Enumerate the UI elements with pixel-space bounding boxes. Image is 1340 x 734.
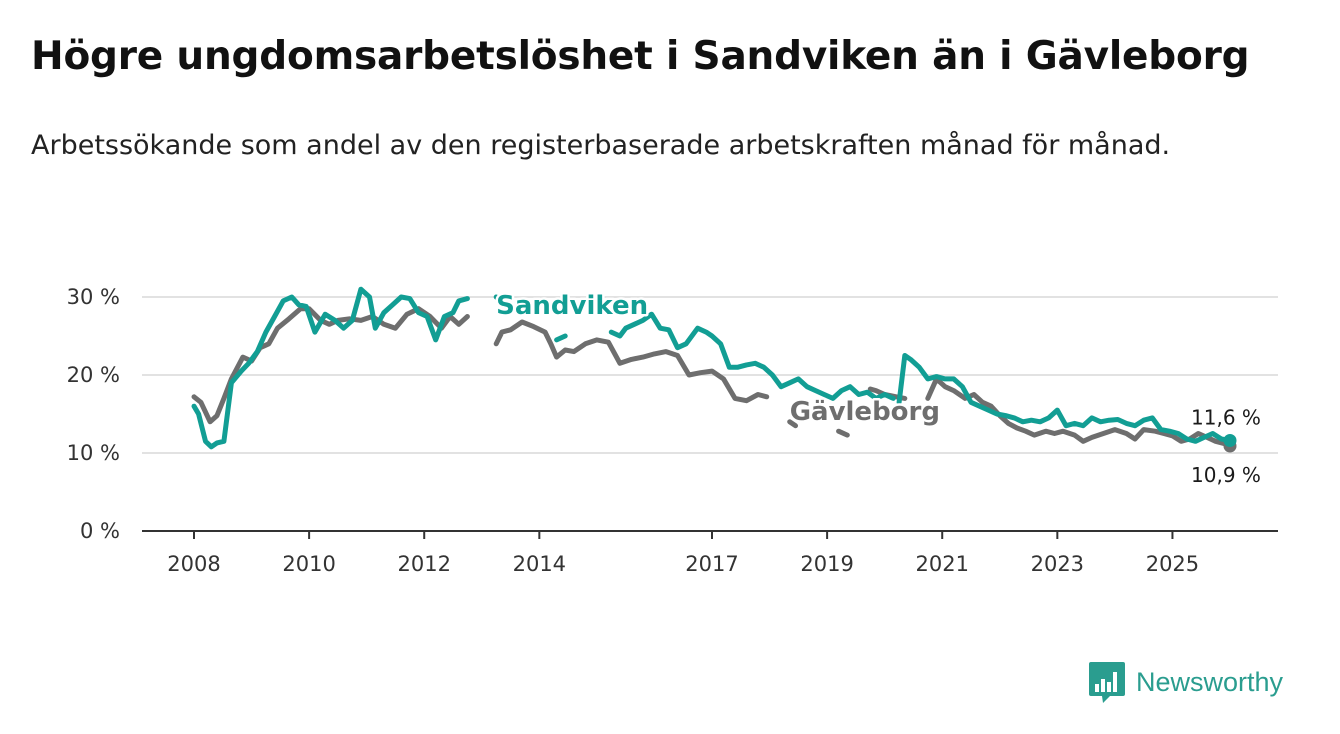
brand-name: Newsworthy — [1136, 666, 1284, 697]
y-tick-label: 30 % — [67, 285, 120, 309]
chart-subtitle: Arbetssökande som andel av den registerb… — [31, 130, 1171, 161]
x-tick-label: 2025 — [1146, 552, 1199, 576]
x-tick-label: 2012 — [397, 552, 450, 576]
series-annotation-gavleborg: Gävleborg — [790, 397, 940, 427]
newsworthy-logo-icon — [1089, 662, 1125, 703]
y-tick-label: 10 % — [67, 441, 120, 465]
x-axis: 2008 2010 2012 2014 2017 2019 2021 2023 2025 — [167, 531, 1199, 576]
end-label-gavleborg: 10,9 % — [1191, 463, 1261, 487]
x-tick-label: 2014 — [513, 552, 566, 576]
x-tick-label: 2019 — [800, 552, 853, 576]
x-tick-label: 2021 — [915, 552, 968, 576]
x-tick-label: 2017 — [685, 552, 738, 576]
x-tick-label: 2023 — [1031, 552, 1084, 576]
chart-title: Högre ungdomsarbetslöshet i Sandviken än… — [31, 34, 1250, 79]
series-annotation-sandviken: Sandviken — [496, 291, 648, 321]
annotation-layer: 10,9 % 11,6 % Sandviken Gävleborg — [494, 289, 1261, 487]
series-line-sandviken — [191, 286, 1233, 450]
gridlines — [142, 296, 1278, 532]
x-tick-label: 2008 — [167, 552, 220, 576]
end-dot-sandviken — [1223, 434, 1237, 448]
end-label-sandviken: 11,6 % — [1191, 406, 1261, 430]
y-axis: 0 % 10 % 20 % 30 % — [67, 285, 120, 543]
brand-logo: Newsworthy — [1088, 660, 1283, 704]
x-tick-label: 2010 — [282, 552, 335, 576]
y-tick-label: 0 % — [80, 519, 120, 543]
series-layer — [191, 286, 1233, 450]
y-tick-label: 20 % — [67, 363, 120, 387]
